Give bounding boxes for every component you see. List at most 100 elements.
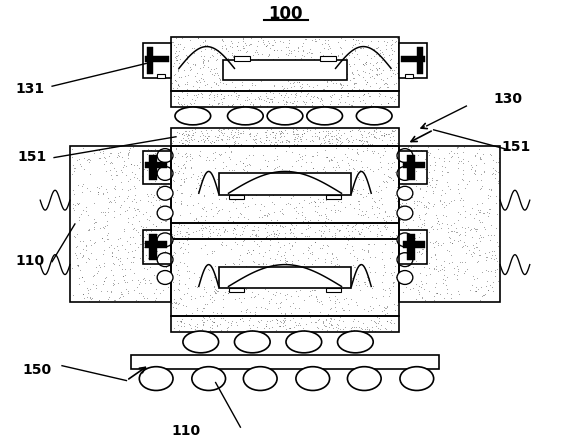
Point: [101, 168, 110, 175]
Point: [144, 193, 153, 200]
Point: [103, 222, 112, 229]
Point: [181, 246, 190, 253]
Point: [160, 176, 169, 183]
Point: [476, 186, 485, 193]
Point: [365, 241, 374, 248]
Point: [319, 191, 328, 198]
Point: [170, 223, 179, 230]
Point: [338, 76, 347, 83]
Point: [439, 212, 448, 219]
Point: [168, 231, 177, 238]
Point: [170, 199, 180, 206]
Point: [202, 251, 211, 258]
Point: [193, 305, 202, 312]
Point: [212, 138, 221, 145]
Point: [317, 95, 326, 102]
Point: [348, 103, 357, 110]
Point: [315, 75, 324, 82]
Point: [292, 127, 302, 134]
Point: [485, 282, 494, 289]
Point: [308, 57, 317, 64]
Point: [138, 224, 147, 231]
Point: [255, 214, 264, 221]
Point: [476, 177, 485, 184]
Point: [429, 154, 438, 161]
Point: [97, 235, 107, 242]
Point: [114, 153, 123, 160]
Point: [479, 292, 488, 299]
Point: [348, 98, 357, 105]
Point: [316, 228, 325, 235]
Point: [476, 219, 485, 226]
Point: [277, 318, 286, 325]
Point: [175, 74, 184, 81]
Point: [303, 225, 312, 232]
Point: [145, 172, 154, 179]
Point: [378, 178, 388, 185]
Point: [285, 230, 294, 237]
Point: [195, 227, 204, 234]
Point: [466, 162, 475, 170]
Point: [161, 219, 170, 226]
Point: [311, 286, 320, 293]
Point: [422, 280, 431, 287]
Point: [341, 295, 351, 302]
Point: [180, 73, 189, 80]
Point: [210, 140, 219, 147]
Point: [336, 85, 345, 92]
Point: [239, 43, 248, 50]
Point: [238, 128, 247, 135]
Point: [174, 281, 184, 288]
Point: [206, 277, 215, 284]
Point: [260, 87, 270, 94]
Point: [272, 139, 281, 146]
Point: [461, 258, 470, 265]
Point: [376, 187, 385, 194]
Point: [290, 57, 299, 64]
Point: [204, 134, 213, 141]
Point: [339, 233, 348, 240]
Point: [189, 202, 198, 209]
Point: [294, 65, 303, 72]
Point: [241, 137, 250, 144]
Point: [225, 167, 234, 174]
Point: [217, 310, 226, 317]
Point: [276, 310, 286, 317]
Point: [134, 229, 143, 236]
Point: [96, 183, 105, 190]
Point: [216, 91, 225, 98]
Point: [304, 218, 313, 225]
Point: [337, 139, 347, 146]
Point: [387, 94, 396, 101]
Point: [475, 252, 484, 259]
Point: [463, 243, 472, 250]
Point: [417, 294, 426, 301]
Point: [290, 95, 299, 102]
Point: [229, 218, 238, 225]
Point: [231, 127, 241, 134]
Point: [101, 158, 111, 165]
Point: [74, 262, 83, 269]
Point: [244, 317, 253, 324]
Point: [332, 256, 341, 263]
Point: [333, 261, 342, 268]
Point: [268, 290, 278, 297]
Point: [74, 262, 83, 269]
Point: [177, 131, 186, 138]
Point: [220, 317, 229, 324]
Point: [352, 136, 361, 143]
Point: [317, 102, 326, 109]
Point: [239, 225, 248, 232]
Point: [203, 136, 212, 143]
Point: [377, 102, 386, 109]
Point: [227, 41, 237, 48]
Point: [229, 55, 238, 62]
Point: [142, 231, 152, 238]
Point: [218, 292, 227, 299]
Point: [198, 64, 207, 71]
Point: [150, 179, 159, 186]
Point: [335, 127, 344, 134]
Point: [314, 325, 323, 332]
Point: [263, 305, 272, 312]
Point: [253, 49, 262, 56]
